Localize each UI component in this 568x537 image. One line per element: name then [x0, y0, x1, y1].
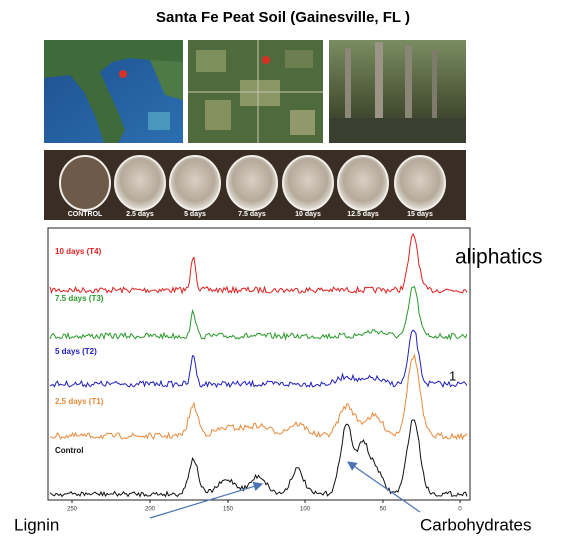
- jar-label: 15 days: [407, 211, 433, 218]
- jar: [227, 156, 277, 210]
- jar-label: 7.5 days: [238, 211, 266, 218]
- jar-photo: CONTROL 2.5 days 5 days 7.5 days 10 days 12.5…: [44, 150, 466, 220]
- jar: [115, 156, 165, 210]
- jar-label: 10 days: [295, 211, 321, 218]
- jar: [170, 156, 220, 210]
- jar-label: 12.5 days: [347, 211, 379, 218]
- spectrum-label: 2.5 days (T1): [55, 397, 104, 406]
- photo-map-florida: [44, 40, 183, 143]
- jar-label: 2.5 days: [126, 211, 154, 218]
- x-tick-label: 200: [145, 507, 156, 513]
- spectra-panel: 10 days (T4) 7.5 days (T3) 5 days (T2) 2.5 …: [48, 228, 470, 513]
- x-tick-label: 250: [67, 507, 78, 513]
- x-tick-label: 100: [300, 507, 311, 513]
- aliphatics-label: aliphatics: [455, 246, 543, 269]
- figure: Santa Fe Peat Soil (Gainesville, FL ) CO…: [0, 0, 568, 537]
- photo-swamp: [329, 40, 466, 143]
- jar: [60, 156, 110, 210]
- mark-label: 1: [449, 368, 456, 383]
- x-tick-label: 0: [458, 507, 462, 513]
- spectrum-label: 7.5 days (T3): [55, 294, 104, 303]
- jar: [283, 156, 333, 210]
- jar: [395, 156, 445, 210]
- jar: [338, 156, 388, 210]
- title: Santa Fe Peat Soil (Gainesville, FL ): [156, 9, 410, 26]
- carbohydrates-label: Carbohydrates: [420, 515, 532, 534]
- x-tick-label: 150: [223, 507, 234, 513]
- jar-label: 5 days: [184, 211, 206, 218]
- spectrum-label: 5 days (T2): [55, 347, 97, 356]
- jar-label: CONTROL: [68, 211, 103, 218]
- lignin-label: Lignin: [14, 515, 59, 534]
- photo-satellite: [188, 40, 323, 143]
- x-tick-label: 50: [380, 507, 387, 513]
- spectrum-label: 10 days (T4): [55, 247, 102, 256]
- spectrum-label: Control: [55, 446, 83, 455]
